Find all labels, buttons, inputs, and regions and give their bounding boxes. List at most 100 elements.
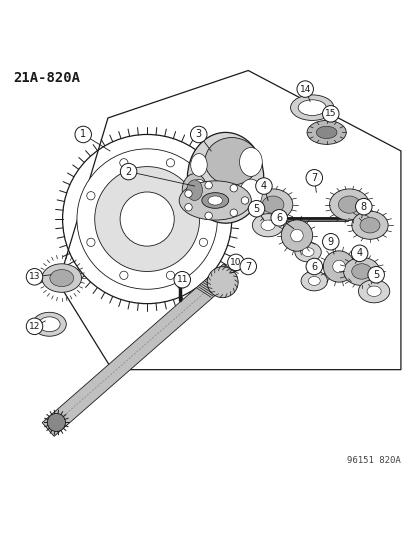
Ellipse shape bbox=[308, 277, 319, 285]
Circle shape bbox=[305, 259, 322, 274]
Ellipse shape bbox=[32, 312, 66, 336]
Ellipse shape bbox=[190, 179, 207, 202]
Circle shape bbox=[355, 198, 371, 215]
Circle shape bbox=[230, 209, 237, 216]
Ellipse shape bbox=[239, 148, 261, 176]
Ellipse shape bbox=[297, 100, 325, 116]
Text: 5: 5 bbox=[372, 270, 378, 280]
Circle shape bbox=[26, 318, 43, 335]
Text: 2: 2 bbox=[125, 167, 131, 176]
Ellipse shape bbox=[95, 167, 199, 271]
Text: 1: 1 bbox=[80, 130, 86, 140]
Circle shape bbox=[184, 190, 192, 197]
Polygon shape bbox=[42, 264, 235, 437]
Circle shape bbox=[26, 269, 43, 285]
Text: 4: 4 bbox=[260, 181, 266, 191]
Ellipse shape bbox=[290, 95, 333, 120]
Text: 9: 9 bbox=[327, 237, 333, 247]
Ellipse shape bbox=[253, 189, 292, 220]
Ellipse shape bbox=[261, 196, 283, 213]
Circle shape bbox=[255, 178, 271, 195]
Circle shape bbox=[173, 271, 190, 288]
Circle shape bbox=[230, 184, 237, 192]
Text: 8: 8 bbox=[360, 201, 366, 212]
Ellipse shape bbox=[187, 132, 263, 223]
Ellipse shape bbox=[239, 179, 261, 208]
Ellipse shape bbox=[358, 280, 389, 303]
Text: 15: 15 bbox=[324, 109, 336, 118]
Ellipse shape bbox=[77, 149, 217, 289]
Ellipse shape bbox=[179, 181, 251, 220]
Circle shape bbox=[199, 192, 207, 200]
Ellipse shape bbox=[316, 126, 336, 139]
Circle shape bbox=[166, 271, 174, 279]
Ellipse shape bbox=[47, 414, 65, 432]
Circle shape bbox=[322, 233, 338, 250]
Text: 13: 13 bbox=[29, 272, 40, 281]
Circle shape bbox=[270, 209, 287, 226]
Text: 6: 6 bbox=[275, 213, 282, 223]
Ellipse shape bbox=[301, 248, 313, 256]
Circle shape bbox=[240, 259, 256, 274]
Text: 3: 3 bbox=[195, 130, 201, 140]
Circle shape bbox=[227, 254, 244, 271]
Text: 12: 12 bbox=[29, 322, 40, 331]
Circle shape bbox=[204, 181, 212, 189]
Circle shape bbox=[120, 163, 137, 180]
Ellipse shape bbox=[202, 192, 228, 208]
Text: 7: 7 bbox=[244, 262, 251, 271]
Text: 4: 4 bbox=[356, 248, 362, 259]
Ellipse shape bbox=[120, 192, 174, 246]
Circle shape bbox=[305, 169, 322, 186]
Circle shape bbox=[166, 159, 174, 167]
Circle shape bbox=[119, 271, 128, 279]
Ellipse shape bbox=[260, 220, 275, 230]
Text: 11: 11 bbox=[176, 275, 188, 284]
Ellipse shape bbox=[351, 211, 387, 239]
Ellipse shape bbox=[323, 251, 354, 282]
Text: 7: 7 bbox=[311, 173, 317, 183]
Circle shape bbox=[199, 238, 207, 246]
Ellipse shape bbox=[182, 174, 206, 207]
Ellipse shape bbox=[366, 286, 380, 296]
Text: 14: 14 bbox=[299, 85, 310, 94]
Ellipse shape bbox=[351, 264, 371, 279]
Circle shape bbox=[351, 245, 367, 262]
Ellipse shape bbox=[359, 217, 379, 233]
Ellipse shape bbox=[204, 138, 258, 185]
Ellipse shape bbox=[206, 266, 237, 297]
Circle shape bbox=[75, 126, 91, 143]
Ellipse shape bbox=[338, 196, 359, 213]
Ellipse shape bbox=[300, 271, 327, 291]
Ellipse shape bbox=[207, 196, 222, 205]
Ellipse shape bbox=[38, 317, 60, 332]
Circle shape bbox=[204, 212, 212, 220]
Circle shape bbox=[87, 238, 95, 246]
Polygon shape bbox=[58, 70, 400, 370]
Ellipse shape bbox=[290, 229, 302, 242]
Ellipse shape bbox=[186, 180, 202, 200]
Text: 96151 820A: 96151 820A bbox=[347, 456, 400, 465]
Ellipse shape bbox=[190, 154, 207, 176]
Text: 5: 5 bbox=[253, 204, 259, 214]
Circle shape bbox=[322, 106, 338, 122]
Circle shape bbox=[248, 200, 264, 217]
Ellipse shape bbox=[343, 257, 379, 286]
Circle shape bbox=[87, 192, 95, 200]
Ellipse shape bbox=[50, 270, 74, 287]
Circle shape bbox=[119, 159, 128, 167]
Ellipse shape bbox=[280, 220, 312, 251]
Ellipse shape bbox=[332, 260, 344, 273]
Ellipse shape bbox=[252, 214, 283, 237]
Ellipse shape bbox=[294, 242, 320, 262]
Circle shape bbox=[241, 197, 248, 204]
Text: 10: 10 bbox=[230, 258, 241, 267]
Ellipse shape bbox=[306, 120, 345, 144]
Circle shape bbox=[296, 81, 313, 98]
Circle shape bbox=[190, 126, 206, 143]
Circle shape bbox=[367, 266, 384, 283]
Circle shape bbox=[184, 204, 192, 211]
Ellipse shape bbox=[329, 189, 368, 220]
Ellipse shape bbox=[42, 264, 81, 292]
Text: 6: 6 bbox=[311, 262, 317, 271]
